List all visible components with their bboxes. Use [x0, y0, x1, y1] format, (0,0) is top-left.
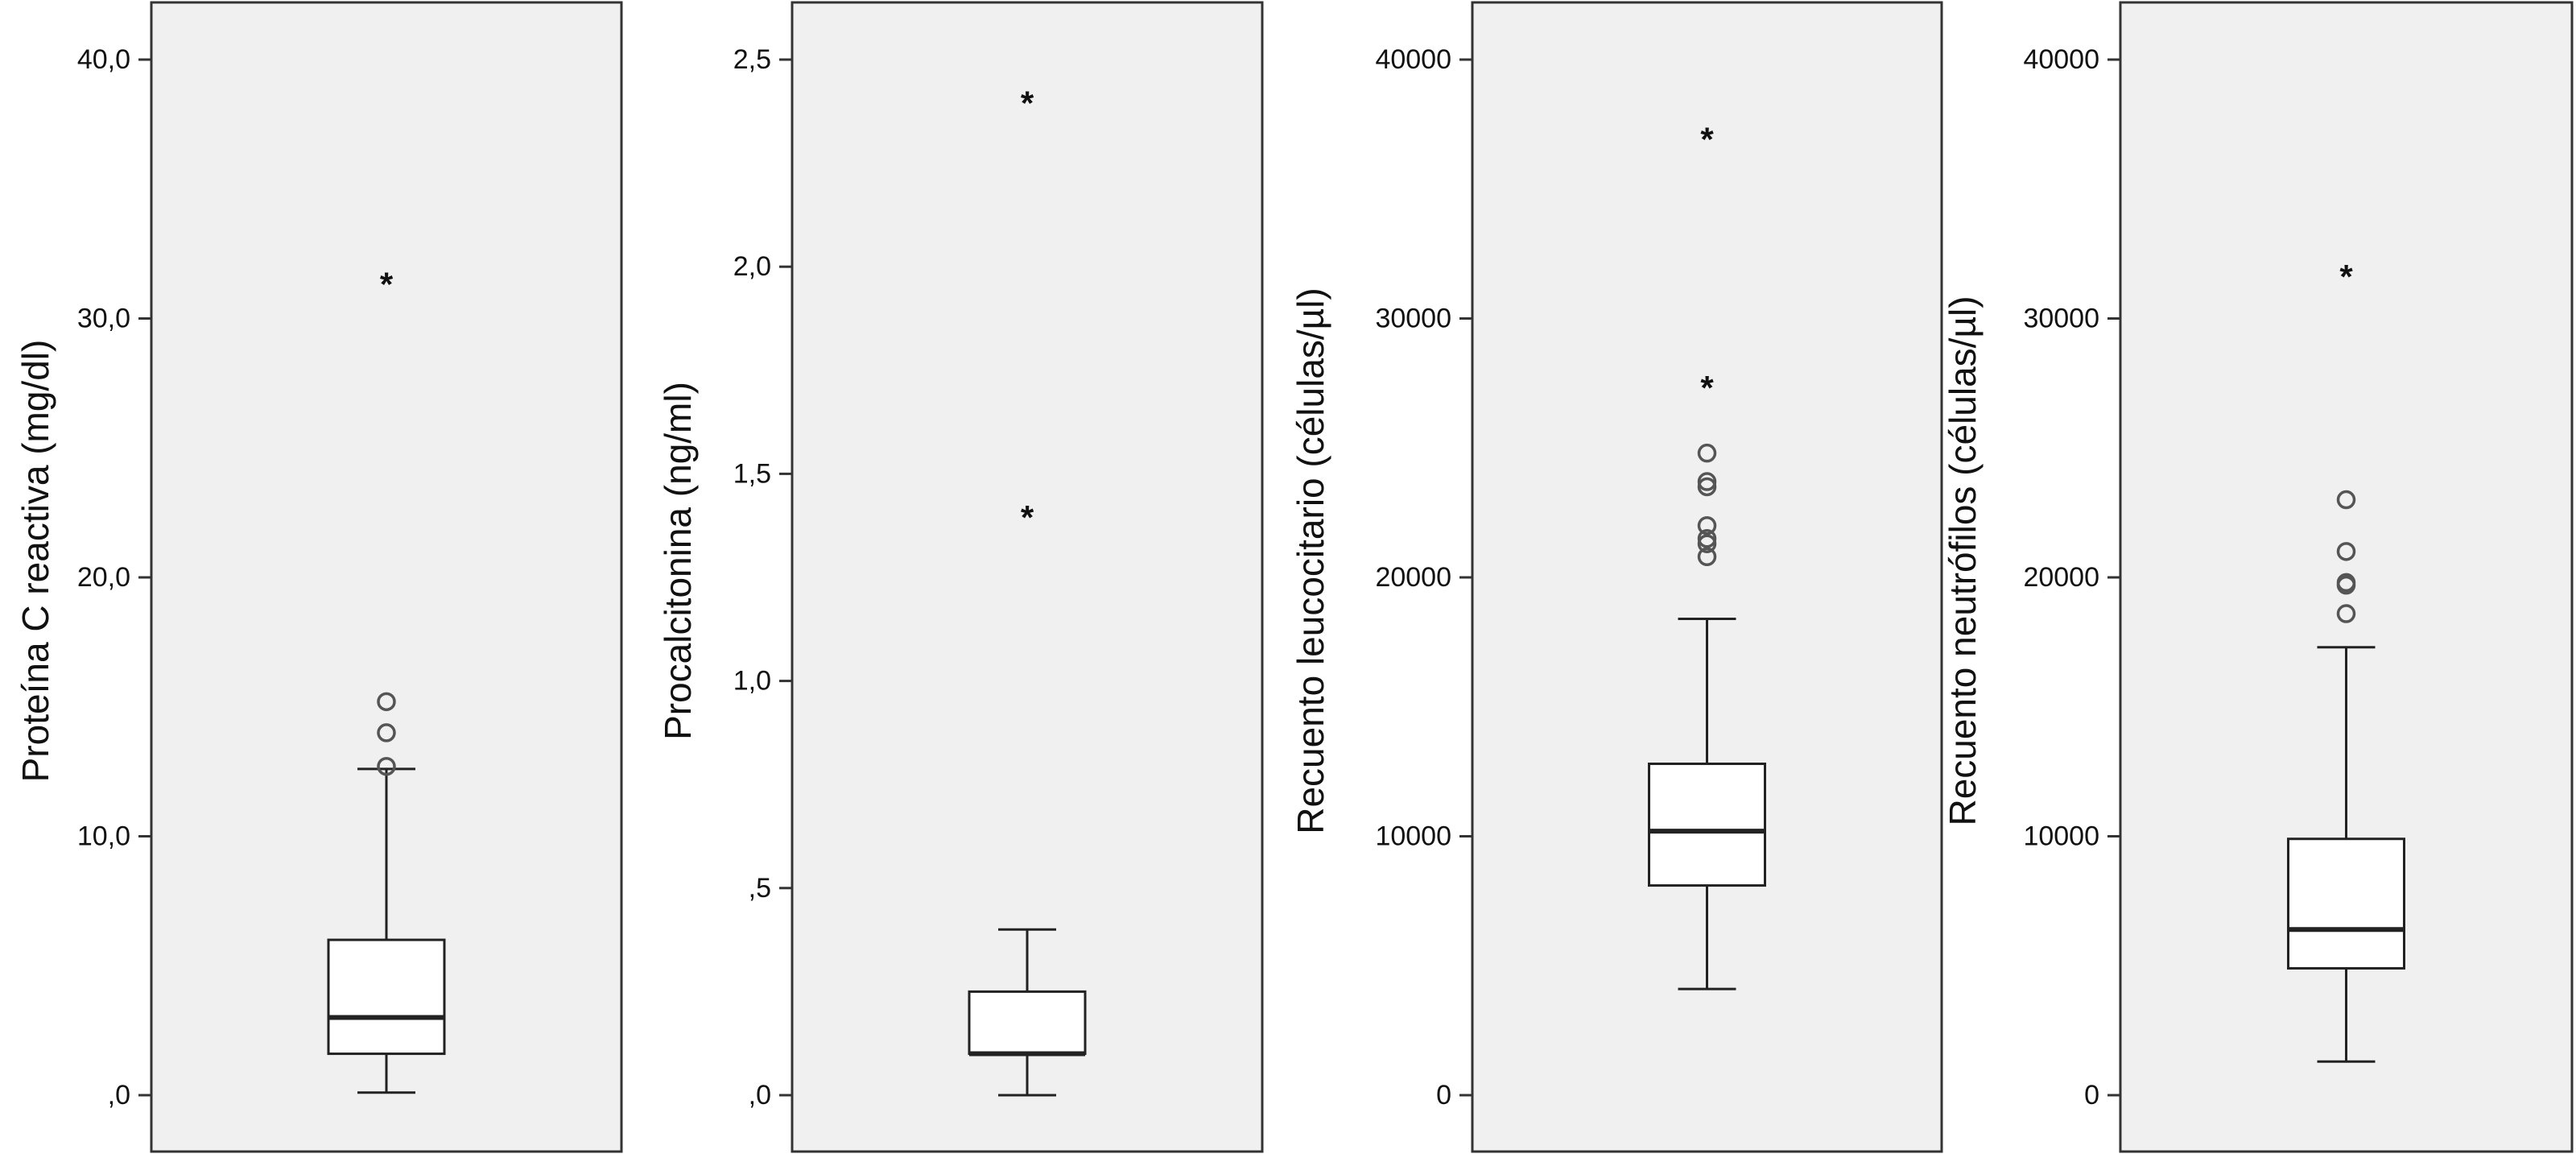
y-tick-label: 40000	[2023, 44, 2099, 75]
boxplot-panel-1: ,0 10,0 20,0 30,0 40,0 Proteína C reactiva (m…	[14, 1, 623, 1153]
extreme-point: *	[1021, 84, 1034, 122]
extreme-point: *	[1021, 498, 1034, 536]
y-axis-label: Recuento leucocitario (células/µl)	[1290, 287, 1331, 833]
y-axis-label: Recuento neutrófilos (células/µl)	[1942, 296, 1984, 825]
y-tick-label: 30000	[1375, 304, 1451, 334]
y-tick-label: 30,0	[77, 304, 130, 334]
outlier-point	[2336, 542, 2356, 561]
outlier-point	[1697, 515, 1717, 536]
y-tick-label: 10000	[2023, 821, 2099, 852]
y-axis-label: Proteína C reactiva (mg/dl)	[14, 340, 56, 783]
extreme-point: *	[1700, 120, 1714, 158]
box-iqr	[1648, 762, 1766, 887]
outlier-point	[2336, 490, 2356, 510]
box-iqr	[968, 990, 1087, 1056]
y-tick-label: 10,0	[77, 821, 130, 852]
y-tick-label: 40,0	[77, 44, 130, 75]
y-tick-label: 20000	[2023, 562, 2099, 593]
outlier-point	[1697, 477, 1717, 497]
outlier-point	[377, 723, 396, 742]
y-tick-label: 1,0	[733, 666, 771, 697]
extreme-point: *	[380, 265, 394, 303]
y-tick-label: ,5	[749, 873, 771, 904]
y-tick-label: 0	[1436, 1080, 1451, 1110]
boxplot-panel-4: 0 10000 20000 30000 40000 Recuento neutrófilo…	[1942, 1, 2574, 1153]
extreme-point: *	[2339, 258, 2353, 296]
boxplot-panel-3: 0 10000 20000 30000 40000 Recuento leucocitar…	[1290, 1, 1943, 1153]
box-iqr	[327, 938, 446, 1056]
boxplot-panel-2: ,0 ,5 1,0 1,5 2,0 2,5 Procalcitonina (ng/ml) * *	[657, 1, 1264, 1153]
outlier-point	[1697, 472, 1717, 491]
outlier-point	[1697, 529, 1717, 548]
extreme-point: *	[1700, 369, 1714, 407]
outlier-point	[377, 692, 396, 712]
y-tick-label: 30000	[2023, 304, 2099, 334]
outlier-point	[377, 756, 396, 776]
y-axis-label: Procalcitonina (ng/ml)	[657, 382, 699, 740]
outlier-point	[1697, 443, 1717, 463]
y-tick-label: 2,0	[733, 251, 771, 282]
y-tick-label: ,0	[749, 1080, 771, 1110]
y-tick-label: 20,0	[77, 562, 130, 593]
box-iqr	[2287, 837, 2405, 970]
y-tick-label: 10000	[1375, 821, 1451, 852]
outlier-point	[1697, 534, 1717, 553]
y-tick-label: 40000	[1375, 44, 1451, 75]
y-tick-label: 0	[2084, 1080, 2099, 1110]
outlier-point	[2336, 573, 2356, 593]
y-tick-label: 20000	[1375, 562, 1451, 593]
outlier-point	[2336, 604, 2356, 623]
y-tick-label: 2,5	[733, 44, 771, 75]
y-tick-label: ,0	[108, 1080, 130, 1110]
y-tick-label: 1,5	[733, 458, 771, 489]
outlier-point	[1697, 547, 1717, 567]
